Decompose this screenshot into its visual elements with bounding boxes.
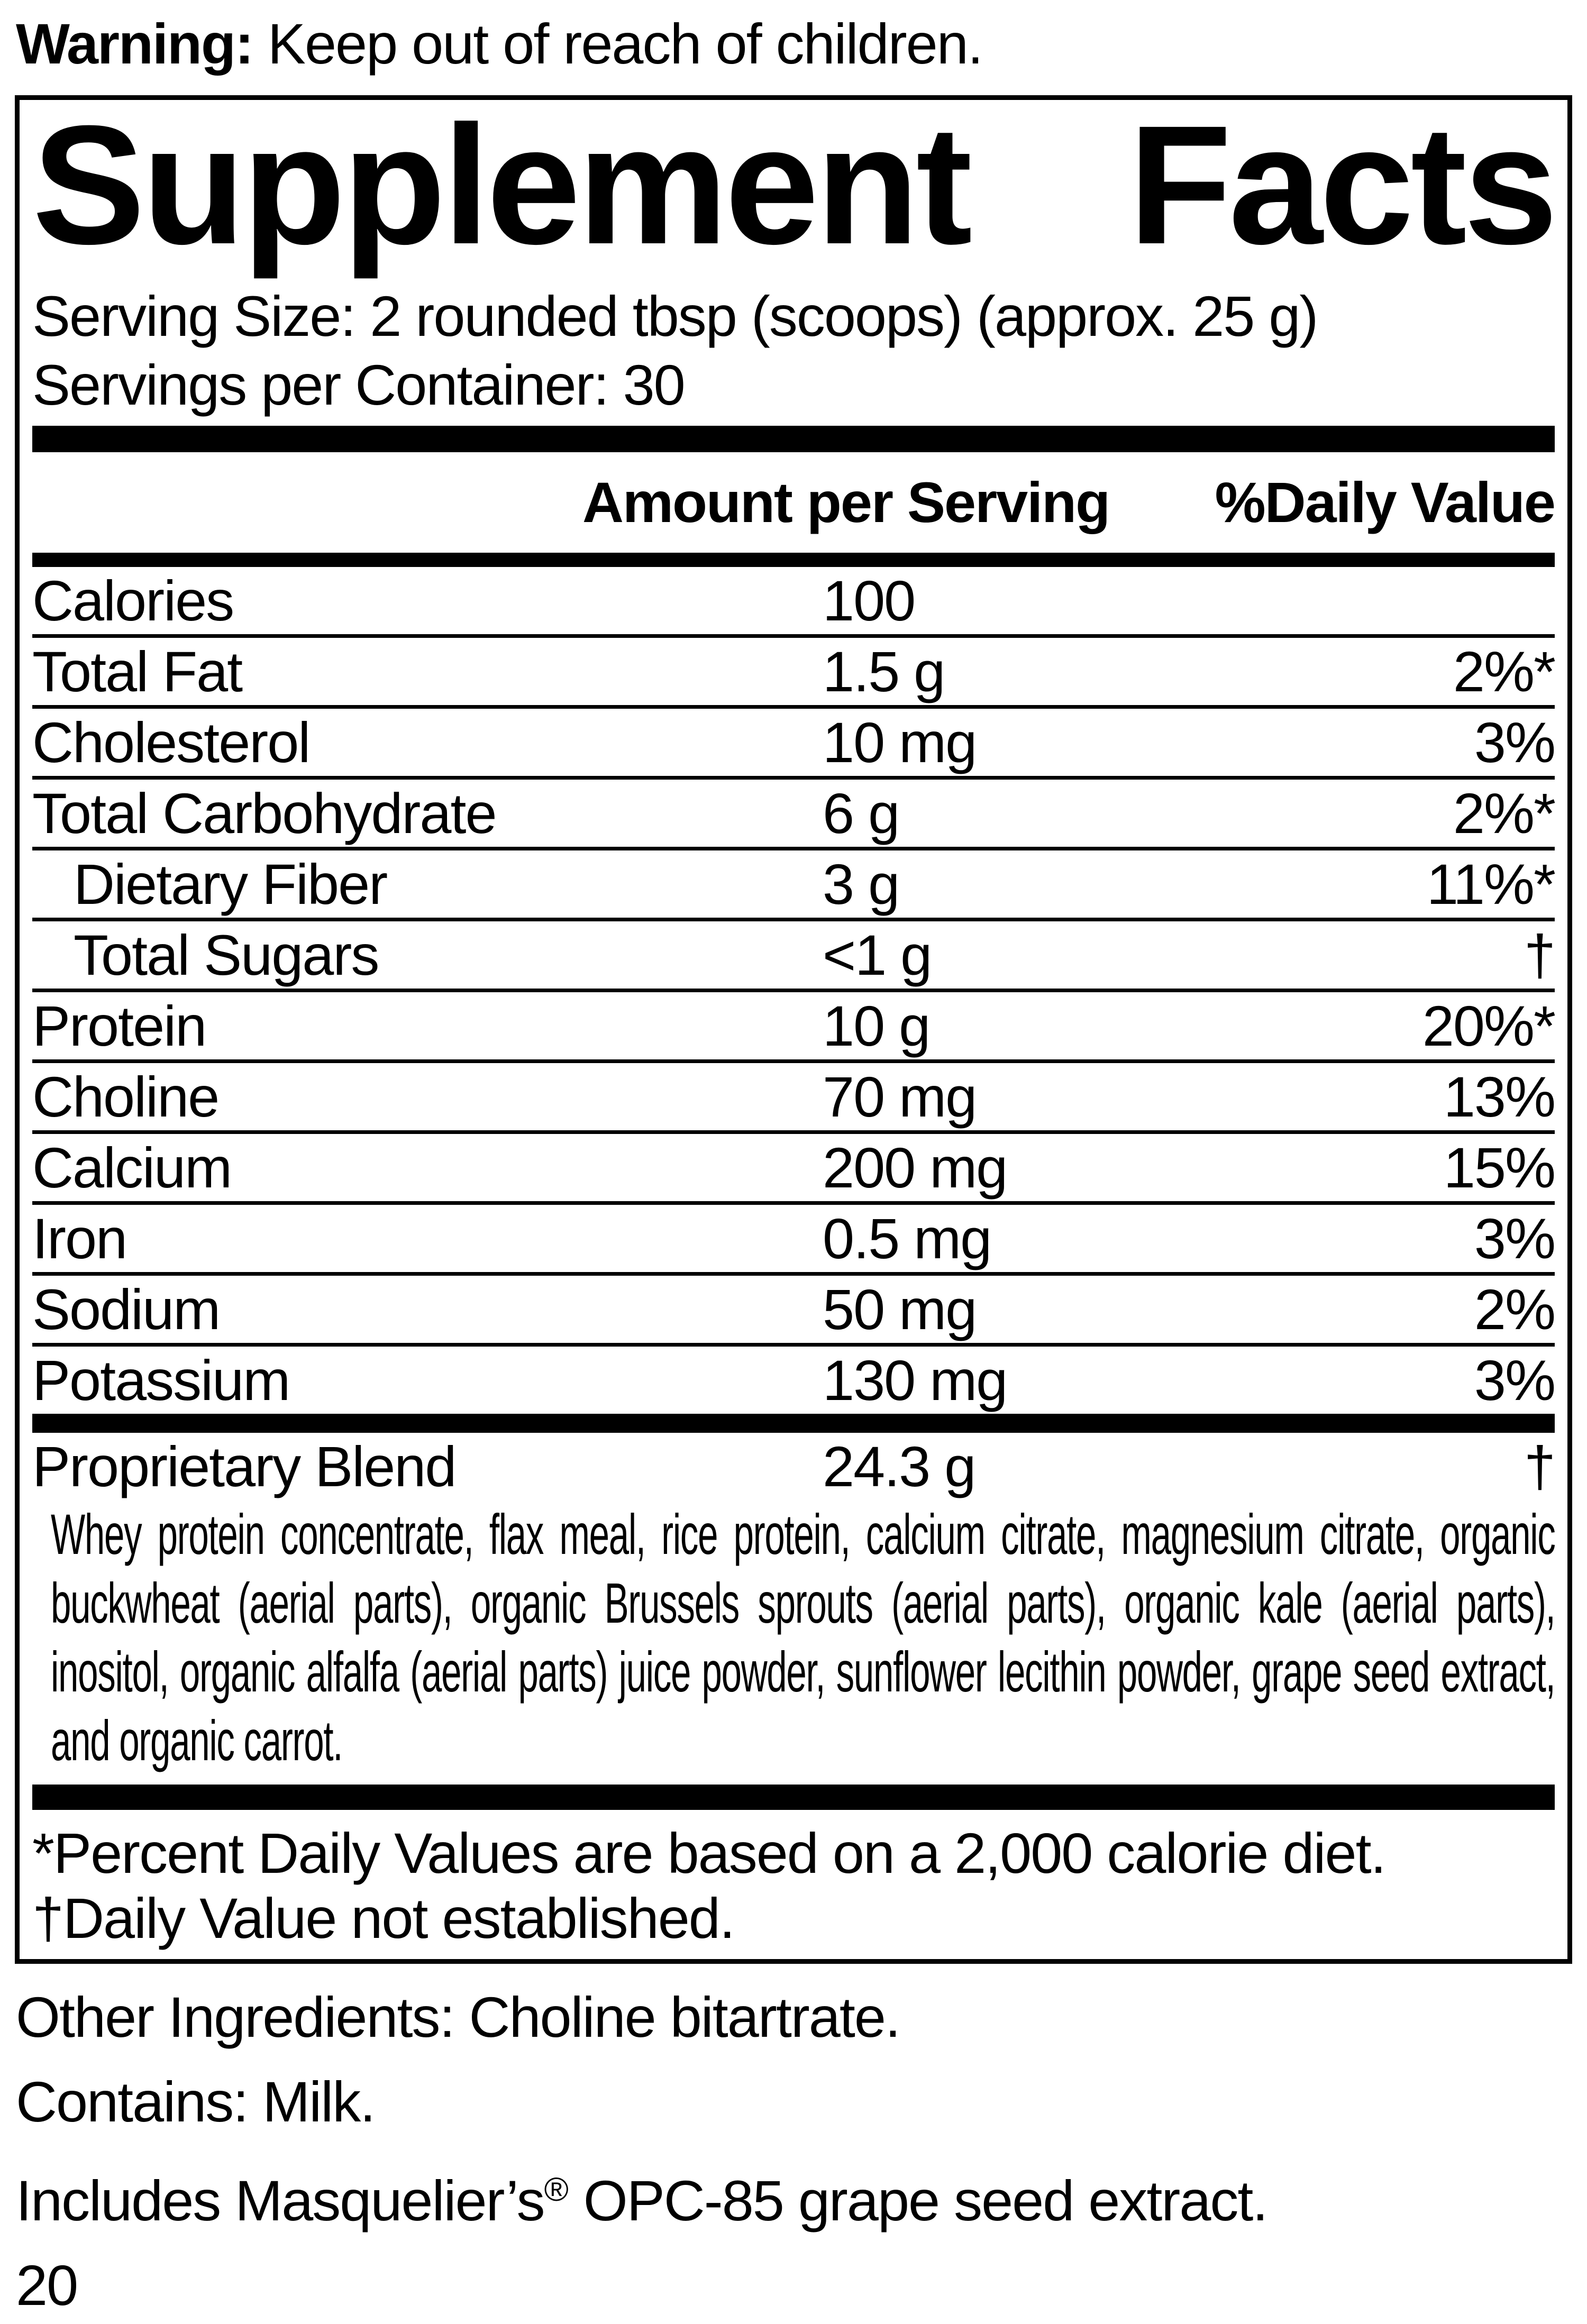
warning-label: Warning: [16, 12, 254, 76]
footnote-daily-value-not-established: †Daily Value not established. [32, 1886, 735, 1950]
nutrient-daily-value: † [1524, 923, 1556, 987]
page-number: 20 [16, 2253, 78, 2317]
table-row-sodium: Sodium 50 mg 2% [32, 1272, 1556, 1343]
nutrient-amount: 1.5 g [823, 639, 945, 703]
nutrient-daily-value: 2%* [1453, 639, 1556, 703]
nutrient-name: Calories [32, 569, 234, 633]
panel-title-word-2: Facts [1128, 95, 1558, 279]
table-row-total-carbohydrate: Total Carbohydrate 6 g 2%* [32, 776, 1556, 847]
supplement-facts-panel: Supplement Facts Serving Size: 2 rounded… [15, 95, 1572, 1964]
includes-line: Includes Masquelier’s® OPC-85 grape seed… [16, 2155, 1571, 2235]
serving-size-line: Serving Size: 2 rounded tbsp (scoops) (a… [32, 284, 1318, 348]
nutrient-name: Iron [32, 1206, 127, 1270]
nutrient-amount: 0.5 mg [823, 1206, 992, 1270]
panel-title-word-1: Supplement [32, 95, 972, 279]
column-header-amount: Amount per Serving [582, 470, 1110, 534]
table-row-dietary-fiber: Dietary Fiber 3 g 11%* [32, 847, 1556, 918]
nutrient-amount: 70 mg [823, 1065, 977, 1129]
nutrient-amount: 10 g [823, 994, 931, 1058]
warning-text: Warning: Keep out of reach of children. [16, 13, 1571, 74]
divider-bar-thick [32, 1414, 1555, 1433]
nutrient-daily-value: 3% [1474, 1348, 1556, 1412]
divider-bar-thick [32, 1785, 1555, 1810]
table-row-total-sugars: Total Sugars <1 g † [32, 918, 1556, 989]
table-row-potassium: Potassium 130 mg 3% [32, 1343, 1556, 1414]
table-row-proprietary-blend: Proprietary Blend 24.3 g † [32, 1433, 1556, 1500]
nutrient-daily-value: 20%* [1422, 994, 1556, 1058]
nutrient-daily-value: 2% [1474, 1277, 1556, 1341]
table-header: Amount per Serving %Daily Value [32, 452, 1556, 553]
nutrient-name: Total Sugars [74, 923, 379, 987]
nutrient-amount: 6 g [823, 781, 900, 845]
nutrient-amount: 130 mg [823, 1348, 1008, 1412]
nutrient-name: Choline [32, 1065, 220, 1129]
divider-bar-thick [32, 426, 1555, 452]
includes-prefix: Includes Masquelier’s [16, 2169, 545, 2232]
footnotes: *Percent Daily Values are based on a 2,0… [32, 1820, 1555, 1951]
nutrient-amount: 3 g [823, 852, 900, 916]
divider-bar-medium [32, 553, 1555, 567]
table-row-protein: Protein 10 g 20%* [32, 989, 1556, 1059]
table-row-iron: Iron 0.5 mg 3% [32, 1201, 1556, 1272]
nutrient-daily-value: 3% [1474, 1206, 1556, 1270]
nutrient-daily-value: 13% [1443, 1065, 1556, 1129]
nutrient-name: Total Carbohydrate [32, 781, 497, 845]
nutrient-amount: 50 mg [823, 1277, 977, 1341]
nutrient-amount: 10 mg [823, 710, 977, 774]
table-row-choline: Choline 70 mg 13% [32, 1059, 1556, 1130]
nutrient-name: Protein [32, 994, 207, 1058]
nutrient-amount: 100 [823, 569, 916, 633]
table-row-cholesterol: Cholesterol 10 mg 3% [32, 705, 1556, 776]
other-ingredients-line: Other Ingredients: Choline bitartrate. [16, 1985, 901, 2049]
nutrient-name: Cholesterol [32, 710, 311, 774]
table-row-total-fat: Total Fat 1.5 g 2%* [32, 634, 1556, 705]
includes-suffix: OPC-85 grape seed extract. [568, 2169, 1269, 2232]
table-row-calcium: Calcium 200 mg 15% [32, 1130, 1556, 1201]
nutrient-amount: <1 g [823, 923, 932, 987]
nutrient-name: Total Fat [32, 639, 243, 703]
registered-trademark-symbol: ® [544, 2171, 569, 2208]
nutrient-daily-value: 15% [1443, 1136, 1556, 1200]
nutrient-daily-value: 3% [1474, 710, 1556, 774]
panel-title: Supplement Facts [32, 95, 1558, 279]
nutrient-amount: 200 mg [823, 1136, 1008, 1200]
nutrient-name: Dietary Fiber [74, 852, 388, 916]
nutrient-name: Proprietary Blend [32, 1434, 457, 1498]
table-row-calories: Calories 100 [32, 567, 1555, 634]
column-header-daily-value: %Daily Value [1215, 470, 1556, 534]
nutrient-daily-value: 2%* [1453, 781, 1556, 845]
nutrient-name: Potassium [32, 1348, 290, 1412]
allergen-contains-line: Contains: Milk. [16, 2070, 376, 2134]
servings-per-container-line: Servings per Container: 30 [32, 353, 686, 417]
nutrient-name: Sodium [32, 1277, 221, 1341]
nutrient-name: Calcium [32, 1136, 232, 1200]
nutrient-amount: 24.3 g [823, 1434, 976, 1498]
nutrient-table: Calories 100 Total Fat 1.5 g 2%* Cholest… [32, 567, 1556, 1414]
footnote-percent-daily-value: *Percent Daily Values are based on a 2,0… [32, 1821, 1387, 1885]
nutrient-daily-value: 11%* [1426, 852, 1556, 916]
warning-message: Keep out of reach of children. [252, 12, 983, 76]
proprietary-blend-ingredients: Whey protein concentrate, flax meal, ric… [51, 1502, 1556, 1772]
nutrient-daily-value: † [1524, 1434, 1556, 1498]
